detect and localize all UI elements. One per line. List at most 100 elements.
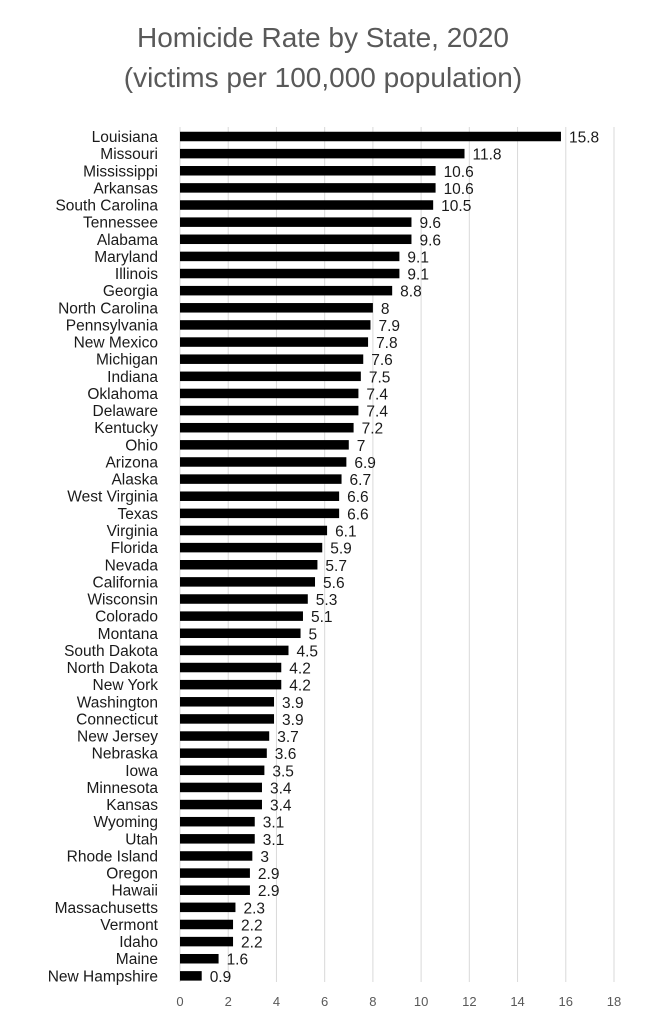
bar <box>180 491 340 501</box>
value-label: 9.1 <box>407 267 429 284</box>
category-label: Mississippi <box>83 163 158 180</box>
value-label: 5.1 <box>311 609 333 626</box>
value-label: 9.6 <box>419 232 441 249</box>
value-label: 4.5 <box>297 643 319 660</box>
category-label: Alaska <box>111 472 158 489</box>
category-label: Illinois <box>115 266 158 283</box>
x-tick-label: 14 <box>510 994 524 1009</box>
category-label: Rhode Island <box>67 848 158 865</box>
bar <box>180 799 262 810</box>
value-label: 7 <box>357 438 366 455</box>
category-label: South Carolina <box>55 198 158 215</box>
bar <box>180 834 255 844</box>
bar <box>180 268 400 279</box>
value-label: 3 <box>260 849 269 866</box>
value-label: 3.6 <box>275 746 297 763</box>
x-tick-label: 16 <box>559 994 573 1009</box>
bar <box>180 697 275 707</box>
category-label: Maine <box>116 951 158 968</box>
value-labels: 15.811.810.610.610.59.69.69.19.18.887.97… <box>210 130 599 986</box>
value-label: 3.4 <box>270 798 292 815</box>
bar <box>180 508 340 519</box>
bar <box>180 628 301 639</box>
value-label: 2.2 <box>241 935 263 952</box>
x-tick-label: 0 <box>176 994 183 1009</box>
value-label: 6.6 <box>347 489 369 506</box>
chart-subtitle: (victims per 100,000 population) <box>123 62 523 93</box>
value-label: 7.8 <box>376 335 398 352</box>
category-label: Missouri <box>100 146 158 163</box>
x-tick-label: 18 <box>607 994 621 1009</box>
bar <box>180 166 436 176</box>
bar <box>180 217 412 227</box>
category-label: Delaware <box>93 403 158 420</box>
x-axis-ticks: 0 2 4 6 8 10 12 14 16 18 <box>176 994 621 1009</box>
category-label: Montana <box>98 626 159 643</box>
category-label: Ohio <box>125 437 158 454</box>
value-label: 4.2 <box>289 678 311 695</box>
value-label: 11.8 <box>473 147 502 164</box>
value-label: 5 <box>309 626 318 643</box>
bar <box>180 200 434 210</box>
value-label: 7.6 <box>371 352 393 369</box>
value-label: 6.7 <box>350 472 372 489</box>
value-label: 2.9 <box>258 883 280 900</box>
bar <box>180 765 265 776</box>
category-label: Indiana <box>107 369 158 386</box>
value-label: 0.9 <box>210 969 232 986</box>
x-tick-label: 2 <box>225 994 232 1009</box>
bar <box>180 679 282 690</box>
category-label: Florida <box>111 540 159 557</box>
category-label: Utah <box>125 831 158 848</box>
bar <box>180 542 323 553</box>
x-tick-label: 10 <box>414 994 428 1009</box>
x-tick-label: 12 <box>462 994 476 1009</box>
value-label: 5.3 <box>316 592 338 609</box>
category-label: Idaho <box>119 934 158 951</box>
bar <box>180 782 262 793</box>
value-label: 9.6 <box>419 215 441 232</box>
category-label: New Hampshire <box>48 968 158 985</box>
value-label: 7.9 <box>378 318 400 335</box>
bar <box>180 953 219 964</box>
bar <box>180 662 282 673</box>
value-label: 4.2 <box>289 661 311 678</box>
bar <box>180 936 234 947</box>
value-label: 1.6 <box>227 952 249 969</box>
category-label: West Virginia <box>67 489 158 506</box>
bar <box>180 285 393 296</box>
x-tick-label: 6 <box>321 994 328 1009</box>
bar <box>180 234 412 245</box>
category-label: Arizona <box>105 454 158 471</box>
value-label: 3.9 <box>282 695 304 712</box>
category-label: Tennessee <box>83 215 158 232</box>
category-label: Hawaii <box>111 883 158 900</box>
category-label: Wyoming <box>94 814 158 831</box>
category-label: Wisconsin <box>87 592 158 609</box>
value-label: 3.5 <box>272 763 294 780</box>
category-label: Oklahoma <box>87 386 158 403</box>
value-label: 7.5 <box>369 369 391 386</box>
bar <box>180 440 349 450</box>
value-label: 2.3 <box>243 900 265 917</box>
category-label: Louisiana <box>92 129 159 146</box>
category-label: Kansas <box>106 797 158 814</box>
bar <box>180 577 316 587</box>
value-label: 2.2 <box>241 917 263 934</box>
category-label: Kentucky <box>94 420 158 437</box>
category-label: North Dakota <box>67 660 159 677</box>
value-label: 9.1 <box>407 249 429 266</box>
value-label: 7.4 <box>366 404 388 421</box>
bar <box>180 816 255 827</box>
bar <box>180 320 371 330</box>
value-label: 3.1 <box>263 832 285 849</box>
category-label: Nebraska <box>92 746 159 763</box>
value-label: 6.1 <box>335 523 357 540</box>
bar <box>180 611 303 621</box>
value-label: 6.6 <box>347 506 369 523</box>
bar <box>180 337 369 347</box>
value-label: 7.4 <box>366 386 388 403</box>
category-label: New Jersey <box>77 729 158 746</box>
value-label: 8 <box>381 301 390 318</box>
category-label: Pennsylvania <box>66 317 159 334</box>
